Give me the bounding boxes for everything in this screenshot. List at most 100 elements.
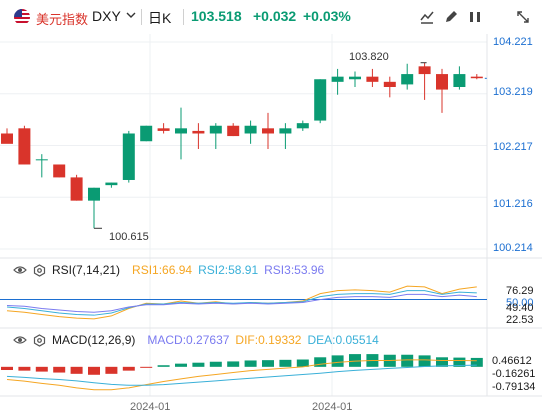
macd-dea-line (6, 364, 477, 386)
macd-axis-label: -0.79134 (492, 381, 536, 393)
macd-histogram-bar (140, 366, 153, 368)
fullscreen-icon[interactable] (513, 6, 533, 28)
rsi-axis-label: 49.40 (506, 302, 534, 314)
macd-axis-label: -0.16261 (492, 368, 536, 380)
candle-body (1, 133, 13, 144)
macd-histogram-bar (18, 366, 31, 371)
symbol-code[interactable]: DXY (92, 8, 121, 24)
chevron-down-icon[interactable] (124, 8, 138, 22)
candle-body (349, 76, 361, 80)
rsi-line-rsi2 (6, 290, 477, 316)
macd-histogram-bar (53, 366, 66, 373)
candle-body (453, 74, 466, 87)
period-selector[interactable]: 日K (148, 10, 172, 26)
rsi2-value: RSI2:58.91 (198, 263, 259, 277)
macd-histogram-bar (453, 357, 466, 367)
macd-histogram-bar (175, 363, 187, 367)
macd-histogram-bar (296, 359, 309, 367)
macd-histogram-bar (470, 357, 483, 367)
macd-histogram-bar (105, 366, 118, 374)
candle-body (383, 81, 396, 87)
candle-body (296, 123, 309, 129)
price-change: +0.032 (253, 8, 297, 24)
rsi-axis-label: 50.00 (506, 297, 534, 309)
dif-value: DIF:0.19332 (235, 333, 302, 347)
macd-histogram-bar (418, 355, 431, 367)
macd-histogram-bar (262, 360, 274, 367)
divider (183, 9, 184, 25)
price-axis-label: 101.216 (493, 198, 533, 210)
candle-body (53, 164, 66, 178)
candle-body (279, 128, 292, 134)
macd-histogram-bar (227, 361, 240, 367)
candle-body (436, 74, 448, 90)
candle-body (227, 125, 240, 137)
rsi-title: RSI(7,14,21) (52, 263, 121, 277)
price-axis-label: 103.219 (493, 86, 533, 98)
candle-body (401, 74, 414, 85)
candlestick-chart[interactable] (0, 34, 542, 418)
chart-style-icon[interactable] (417, 6, 437, 28)
candle-body (209, 125, 222, 134)
macd-histogram-bar (349, 354, 361, 367)
us-flag-icon (14, 9, 30, 25)
candle-body (122, 133, 135, 180)
macd-histogram-bar (436, 357, 448, 367)
candle-body (331, 76, 344, 82)
candle-body (105, 182, 118, 186)
settings-icon[interactable] (33, 333, 46, 347)
date-axis-label: 2024-01 (130, 401, 171, 413)
price-axis-label: 100.214 (493, 242, 533, 254)
candle-body (140, 125, 153, 142)
candle-body (314, 79, 327, 121)
macd-title: MACD(12,26,9) (52, 333, 136, 347)
macd-histogram-bar (244, 360, 257, 367)
macd-histogram-bar (209, 361, 222, 367)
eye-icon[interactable] (13, 334, 27, 346)
macd-histogram-bar (192, 362, 205, 367)
candle-body (470, 76, 483, 79)
candle-body (88, 187, 100, 201)
price-axis-label: 104.221 (493, 36, 533, 48)
macd-value: MACD:0.27637 (147, 333, 230, 347)
indicator-bars-icon[interactable] (465, 6, 485, 28)
macd-histogram-bar (35, 366, 48, 372)
candle-body (157, 128, 170, 131)
eye-icon[interactable] (13, 264, 27, 276)
date-axis-label: 2024-01 (312, 401, 353, 413)
macd-histogram-bar (401, 354, 414, 367)
candle-body (192, 130, 205, 134)
candle-body (70, 177, 83, 201)
macd-histogram-bar (1, 366, 13, 371)
macd-histogram-bar (70, 366, 83, 374)
price-axis-label: 102.217 (493, 141, 533, 153)
macd-axis-label: 0.46612 (492, 355, 532, 367)
macd-header: MACD(12,26,9) MACD:0.27637 DIF:0.19332 D… (0, 331, 385, 349)
candle-body (175, 128, 187, 134)
macd-histogram-bar (157, 365, 170, 367)
candle-body (262, 128, 274, 134)
rsi-header: RSI(7,14,21) RSI1:66.94 RSI2:58.91 RSI3:… (0, 261, 330, 279)
macd-histogram-bar (279, 359, 292, 367)
settings-icon[interactable] (33, 263, 46, 277)
candle-body (244, 125, 257, 134)
macd-histogram-bar (331, 355, 344, 367)
rsi-axis-label: 76.29 (506, 285, 534, 297)
high-price-annotation: 103.820 (349, 51, 389, 63)
rsi3-value: RSI3:53.96 (264, 263, 325, 277)
price-change-percent: +0.03% (303, 8, 351, 24)
candle-body (18, 128, 31, 165)
rsi1-value: RSI1:66.94 (132, 263, 193, 277)
draw-pencil-icon[interactable] (441, 6, 461, 28)
macd-histogram-bar (122, 366, 135, 371)
dea-value: DEA:0.05514 (307, 333, 379, 347)
macd-histogram-bar (88, 366, 100, 375)
candle-body (418, 66, 431, 75)
macd-histogram-bar (314, 357, 327, 367)
divider (141, 9, 142, 25)
symbol-name[interactable]: 美元指数 (36, 12, 89, 27)
rsi-line-rsi3 (6, 293, 477, 313)
chart-header: 美元指数 DXY 日K 103.518 +0.032 +0.03% (0, 0, 542, 34)
low-price-annotation: 100.615 (109, 231, 149, 243)
rsi-axis-label: 22.53 (506, 314, 534, 326)
